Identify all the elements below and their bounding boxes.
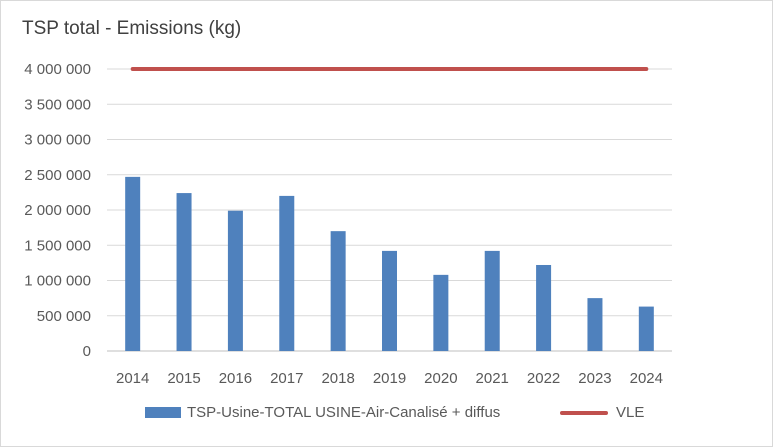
bar-2024 [638,306,654,351]
y-tick-label: 500 000 [37,308,91,325]
bar-2021 [484,250,500,351]
legend-item-vle: VLE [560,404,644,421]
bar-2014 [125,176,141,351]
y-tick-label: 2 000 000 [24,202,91,219]
x-tick-label: 2014 [116,370,149,387]
x-tick-label: 2021 [476,370,509,387]
bar-2015 [176,193,192,351]
x-tick-label: 2023 [578,370,611,387]
legend-swatch-bar [145,407,181,418]
bar-2018 [330,231,346,351]
legend-swatch-line [560,410,608,415]
chart-title: TSP total - Emissions (kg) [22,18,242,39]
bar-2016 [227,210,243,351]
legend-label-bar-series: TSP-Usine-TOTAL USINE-Air-Canalisé + dif… [187,404,501,421]
y-tick-label: 2 500 000 [24,167,91,184]
bar-2023 [587,298,603,351]
y-tick-label: 1 000 000 [24,273,91,290]
x-tick-label: 2015 [167,370,200,387]
y-tick-label: 3 000 000 [24,132,91,149]
x-tick-label: 2016 [219,370,252,387]
y-tick-label: 3 500 000 [24,96,91,113]
y-tick-label: 0 [83,343,91,360]
x-tick-label: 2017 [270,370,303,387]
bar-2022 [536,264,552,351]
bar-2017 [279,195,295,351]
bar-2019 [382,250,397,351]
y-tick-label: 1 500 000 [24,237,91,254]
legend-label-vle: VLE [616,404,645,421]
x-tick-label: 2022 [527,370,560,387]
legend: TSP-Usine-TOTAL USINE-Air-Canalisé + dif… [0,404,773,426]
y-tick-label: 4 000 000 [24,61,91,78]
bar-2020 [433,274,449,351]
x-tick-label: 2018 [321,370,354,387]
legend-item-bar-series: TSP-Usine-TOTAL USINE-Air-Canalisé + dif… [145,404,500,421]
x-tick-label: 2024 [630,370,663,387]
x-tick-label: 2019 [373,370,406,387]
x-tick-label: 2020 [424,370,457,387]
